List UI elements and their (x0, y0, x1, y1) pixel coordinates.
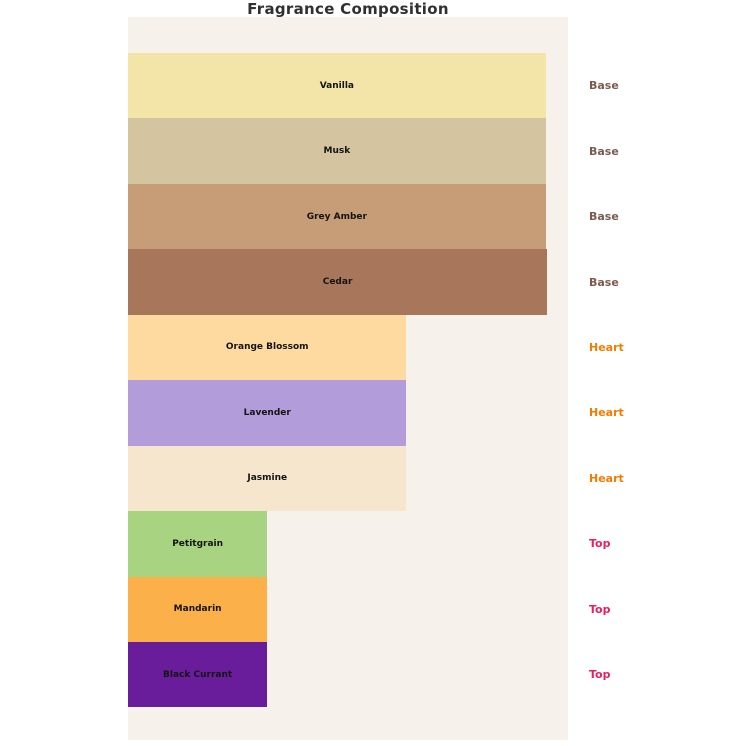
category-label-cedar: Base (589, 275, 619, 289)
bar-row-musk: Musk (128, 118, 568, 184)
bar-black-currant: Black Currant (128, 641, 268, 708)
bar-row-jasmine: Jasmine (128, 445, 568, 512)
bar-label-lavender: Lavender (243, 407, 291, 418)
category-row-jasmine: Heart (589, 446, 624, 511)
category-label-mandarin: Top (589, 602, 611, 616)
bar-row-cedar: Cedar (128, 249, 568, 315)
category-label-vanilla: Base (589, 79, 619, 93)
category-row-mandarin: Top (589, 577, 624, 642)
category-label-lavender: Heart (589, 406, 624, 420)
category-row-musk: Base (589, 118, 624, 183)
category-label-petitgrain: Top (589, 537, 611, 551)
bar-label-petitgrain: Petitgrain (172, 538, 224, 549)
bar-grey-amber: Grey Amber (128, 183, 546, 250)
category-row-vanilla: Base (589, 53, 624, 118)
bar-row-mandarin: Mandarin (128, 576, 568, 642)
category-label-grey-amber: Base (589, 210, 619, 224)
bar-jasmine: Jasmine (128, 445, 407, 512)
category-row-lavender: Heart (589, 380, 624, 445)
category-row-petitgrain: Top (589, 511, 624, 576)
bar-vanilla: Vanilla (128, 53, 546, 119)
bar-lavender: Lavender (128, 380, 407, 446)
chart-title: Fragrance Composition (247, 0, 449, 18)
bar-label-cedar: Cedar (322, 277, 353, 288)
category-labels-column: Base Base Base Base Heart Heart Heart Top Top Top (589, 53, 624, 707)
category-row-cedar: Base (589, 249, 624, 314)
bar-row-orange-blossom: Orange Blossom (128, 314, 568, 381)
category-row-grey-amber: Base (589, 184, 624, 249)
bar-label-musk: Musk (323, 146, 351, 157)
bar-mandarin: Mandarin (128, 576, 268, 642)
category-label-musk: Base (589, 144, 619, 158)
category-label-black-currant: Top (589, 668, 611, 682)
bar-row-lavender: Lavender (128, 380, 568, 446)
bar-label-jasmine: Jasmine (247, 473, 288, 484)
bar-musk: Musk (128, 118, 546, 184)
bar-orange-blossom: Orange Blossom (128, 314, 407, 381)
bar-row-petitgrain: Petitgrain (128, 511, 568, 577)
bar-label-vanilla: Vanilla (319, 80, 354, 91)
bar-label-orange-blossom: Orange Blossom (225, 342, 309, 353)
bar-row-grey-amber: Grey Amber (128, 183, 568, 250)
category-row-black-currant: Top (589, 642, 624, 707)
bars-container: Vanilla Musk Grey Amber Cedar Orange Blossom… (128, 53, 568, 708)
bar-row-vanilla: Vanilla (128, 53, 568, 119)
bar-row-black-currant: Black Currant (128, 641, 568, 708)
category-label-jasmine: Heart (589, 471, 624, 485)
bar-label-black-currant: Black Currant (163, 669, 233, 680)
bar-petitgrain: Petitgrain (128, 511, 268, 577)
bar-label-mandarin: Mandarin (173, 604, 222, 615)
category-row-orange-blossom: Heart (589, 315, 624, 380)
category-label-orange-blossom: Heart (589, 340, 624, 354)
bar-label-grey-amber: Grey Amber (306, 211, 367, 222)
bar-cedar: Cedar (128, 249, 548, 315)
